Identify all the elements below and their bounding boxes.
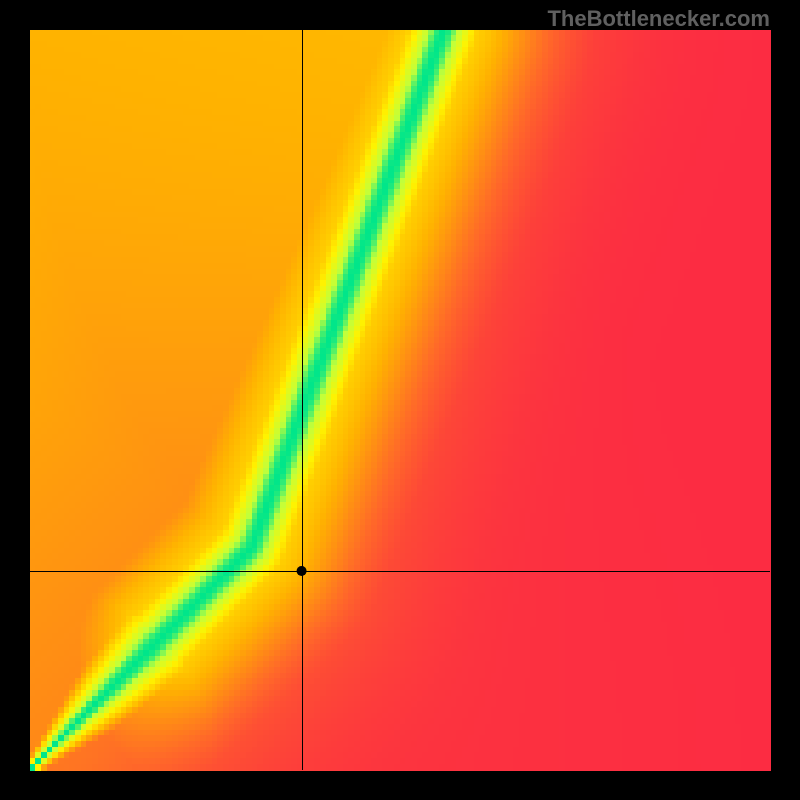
watermark-text: TheBottlenecker.com xyxy=(547,6,770,32)
chart-container: TheBottlenecker.com xyxy=(0,0,800,800)
heatmap-canvas xyxy=(0,0,800,800)
